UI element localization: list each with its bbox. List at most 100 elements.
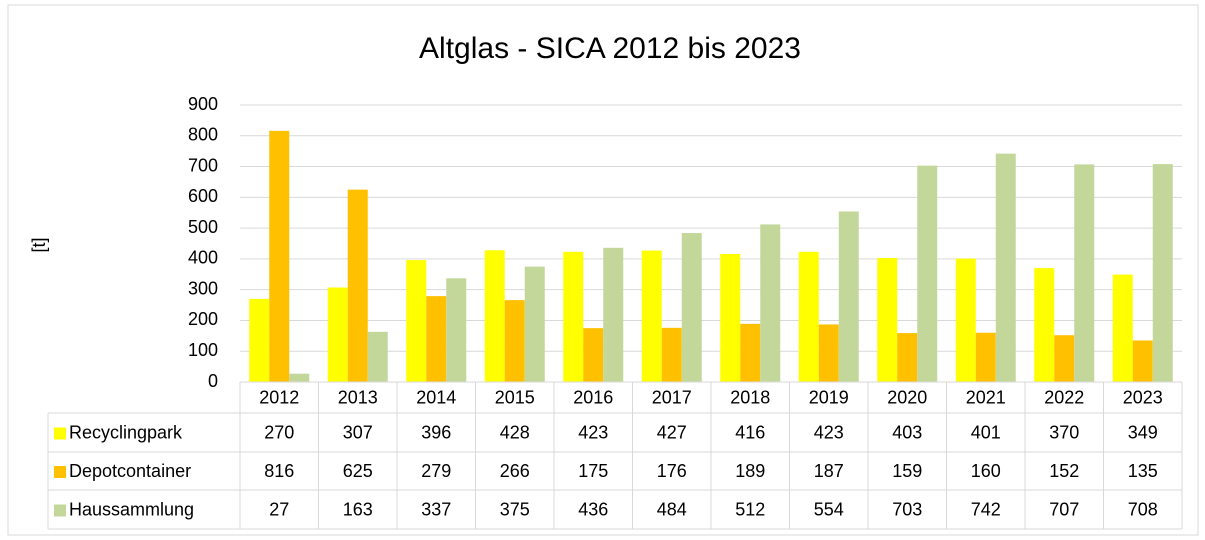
table-value: 708: [1128, 499, 1158, 519]
table-value: 512: [735, 499, 765, 519]
table-value: 707: [1049, 499, 1079, 519]
y-tick-label: 500: [188, 217, 218, 237]
table-value: 370: [1049, 422, 1079, 442]
bar: [1034, 268, 1055, 382]
table-value: 266: [500, 461, 530, 481]
chart-border: [7, 4, 1199, 536]
y-tick-label: 400: [188, 248, 218, 268]
table-value: 159: [892, 461, 922, 481]
table-value: 484: [657, 499, 687, 519]
table-value: 396: [421, 422, 451, 442]
legend-label: Recyclingpark: [69, 422, 183, 442]
bar: [798, 251, 819, 382]
x-tick-label: 2023: [1123, 387, 1163, 407]
bar: [603, 247, 624, 382]
bar: [720, 253, 741, 382]
table-value: 176: [657, 461, 687, 481]
legend-label: Depotcontainer: [69, 461, 191, 481]
bar: [367, 331, 388, 382]
x-tick-label: 2015: [495, 387, 535, 407]
bar: [583, 328, 604, 382]
x-tick-label: 2017: [652, 387, 692, 407]
y-tick-label: 600: [188, 186, 218, 206]
bar: [347, 189, 368, 382]
bar: [1132, 340, 1153, 382]
bar: [681, 233, 702, 382]
y-tick-label: 700: [188, 155, 218, 175]
table-value: 135: [1128, 461, 1158, 481]
bar: [740, 323, 761, 382]
table-value: 703: [892, 499, 922, 519]
bar: [504, 300, 525, 382]
table-value: 307: [343, 422, 373, 442]
bar: [917, 165, 938, 382]
legend-label: Haussammlung: [69, 499, 194, 519]
legend-swatch: [54, 504, 66, 517]
bar: [1112, 274, 1133, 382]
bar: [641, 250, 662, 382]
table-value: 816: [264, 461, 294, 481]
table-value: 436: [578, 499, 608, 519]
x-tick-label: 2012: [259, 387, 299, 407]
bar: [269, 130, 290, 382]
chart-title: Altglas - SICA 2012 bis 2023: [419, 32, 801, 65]
table-value: 160: [971, 461, 1001, 481]
bar: [563, 251, 584, 382]
table-value: 27: [269, 499, 289, 519]
table-value: 375: [500, 499, 530, 519]
bar: [838, 211, 859, 382]
bar: [289, 373, 310, 382]
bar: [484, 250, 505, 382]
bar: [249, 298, 270, 382]
bar: [897, 333, 918, 382]
bar: [1152, 164, 1173, 382]
table-value: 152: [1049, 461, 1079, 481]
table-value: 554: [814, 499, 844, 519]
y-tick-label: 800: [188, 125, 218, 145]
table-value: 742: [971, 499, 1001, 519]
bar: [1074, 164, 1095, 382]
table-value: 163: [343, 499, 373, 519]
bar: [327, 287, 348, 382]
bar: [446, 278, 467, 382]
table-value: 423: [814, 422, 844, 442]
x-tick-label: 2014: [416, 387, 456, 407]
table-value: 175: [578, 461, 608, 481]
y-axis-label: [t]: [29, 237, 49, 252]
table-value: 401: [971, 422, 1001, 442]
table-value: 428: [500, 422, 530, 442]
y-tick-label: 900: [188, 94, 218, 114]
x-tick-label: 2019: [809, 387, 849, 407]
table-value: 423: [578, 422, 608, 442]
bar: [1054, 335, 1075, 382]
x-tick-label: 2018: [730, 387, 770, 407]
y-tick-label: 300: [188, 278, 218, 298]
table-value: 279: [421, 461, 451, 481]
table-value: 187: [814, 461, 844, 481]
table-value: 189: [735, 461, 765, 481]
x-tick-label: 2013: [338, 387, 378, 407]
bar: [406, 260, 427, 382]
legend-swatch: [54, 466, 66, 478]
bar: [426, 296, 447, 382]
y-tick-label: 0: [208, 371, 218, 391]
bar: [818, 324, 839, 382]
bar: [661, 327, 682, 382]
legend-swatch: [54, 427, 66, 440]
table-value: 403: [892, 422, 922, 442]
x-tick-label: 2022: [1044, 387, 1084, 407]
table-value: 349: [1128, 422, 1158, 442]
table-value: 427: [657, 422, 687, 442]
table-value: 416: [735, 422, 765, 442]
bar: [760, 224, 781, 382]
y-tick-label: 200: [188, 309, 218, 329]
x-tick-label: 2021: [966, 387, 1006, 407]
bar: [524, 266, 545, 382]
x-tick-label: 2020: [887, 387, 927, 407]
table-value: 625: [343, 461, 373, 481]
bar: [877, 257, 898, 382]
table-value: 270: [264, 422, 294, 442]
table-value: 337: [421, 499, 451, 519]
bar: [995, 153, 1016, 382]
